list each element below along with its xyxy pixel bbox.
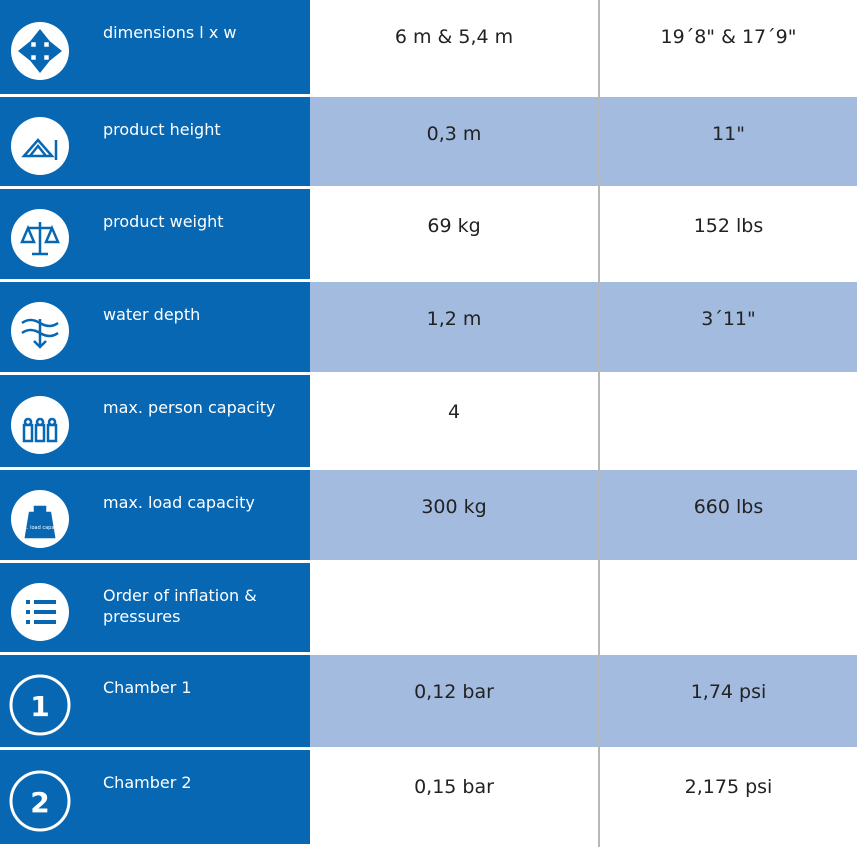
row-label: Order of inflation & pressures — [103, 586, 257, 626]
table-row: product weight 69 kg 152 lbs — [0, 189, 857, 282]
value-cell: 300 kg — [421, 496, 487, 518]
label-cell: Max. load capacity max. load capacity — [0, 470, 310, 560]
value-cell: 69 kg — [427, 215, 481, 237]
icon-glyph — [17, 28, 63, 74]
table-row: Order of inflation & pressures — [0, 563, 857, 655]
row-label: water depth — [103, 305, 201, 324]
row-shade — [310, 97, 857, 186]
column-divider — [598, 282, 600, 375]
table-row: 2 Chamber 2 0,15 bar 2,175 psi — [0, 750, 857, 847]
value-cell: 2,175 psi — [684, 776, 773, 798]
icon-circle — [9, 770, 71, 832]
column-divider — [598, 375, 600, 470]
value-cell: 1,2 m — [426, 308, 482, 330]
label-cell: 2 Chamber 2 — [0, 750, 310, 844]
value-cell: 11" — [712, 123, 745, 145]
row-label: product weight — [103, 212, 224, 231]
value-cell: 0,3 m — [426, 123, 482, 145]
table-row: Max. load capacity max. load capacity 300 … — [0, 470, 857, 563]
row-icon — [11, 117, 69, 175]
label-cell: 1 Chamber 1 — [0, 655, 310, 747]
column-divider — [598, 0, 600, 97]
row-icon: 2 — [9, 770, 71, 832]
column-divider — [598, 97, 600, 189]
column-divider — [598, 470, 600, 563]
table-row: 1 Chamber 1 0,12 bar 1,74 psi — [0, 655, 857, 750]
value-cell: 152 lbs — [693, 215, 764, 237]
column-divider — [598, 655, 600, 750]
value-cell: 19´8" & 17´9" — [660, 26, 797, 48]
icon-glyph — [21, 138, 58, 160]
label-cell: product height — [0, 97, 310, 186]
row-icon — [11, 583, 69, 641]
row-shade — [310, 470, 857, 560]
row-label: max. load capacity — [103, 493, 255, 512]
icon-circle — [9, 674, 71, 736]
row-label: max. person capacity — [103, 398, 276, 417]
table-row: product height 0,3 m 11" — [0, 97, 857, 189]
row-icon — [11, 396, 69, 454]
label-cell: dimensions l x w — [0, 0, 310, 94]
row-icon — [11, 22, 69, 80]
icon-glyph — [26, 600, 56, 624]
table-row: dimensions l x w 6 m & 5,4 m 19´8" & 17´9" — [0, 0, 857, 97]
table-row: max. person capacity 4 — [0, 375, 857, 470]
icon-text: 2 — [30, 786, 49, 819]
value-cell: 0,12 bar — [414, 681, 494, 703]
value-cell: 1,74 psi — [690, 681, 767, 703]
icon-circle — [11, 117, 69, 175]
row-shade — [310, 655, 857, 747]
row-label: dimensions l x w — [103, 23, 237, 42]
row-label: Chamber 2 — [103, 773, 192, 792]
row-icon: 1 — [9, 674, 71, 736]
column-divider — [598, 563, 600, 655]
icon-glyph — [21, 318, 59, 349]
icon-text: Max. load capacity — [17, 525, 64, 531]
row-icon — [11, 209, 69, 267]
icon-glyph — [22, 417, 58, 443]
value-cell: 3´11" — [701, 308, 756, 330]
icon-glyph — [20, 222, 60, 256]
row-icon: Max. load capacity — [11, 490, 69, 548]
table-row: water depth 1,2 m 3´11" — [0, 282, 857, 375]
row-label: Chamber 1 — [103, 678, 192, 697]
value-cell: 0,15 bar — [414, 776, 494, 798]
label-cell: product weight — [0, 189, 310, 279]
row-icon — [11, 302, 69, 360]
value-cell: 4 — [447, 401, 461, 423]
column-divider — [598, 750, 600, 847]
column-divider — [598, 189, 600, 282]
icon-glyph — [24, 505, 56, 539]
label-cell: max. person capacity — [0, 375, 310, 467]
label-cell: Order of inflation & pressures — [0, 563, 310, 652]
label-cell: water depth — [0, 282, 310, 372]
row-shade — [310, 282, 857, 372]
value-cell: 6 m & 5,4 m — [394, 26, 514, 48]
icon-text: 1 — [30, 690, 49, 723]
value-cell: 660 lbs — [693, 496, 764, 518]
row-label: product height — [103, 120, 221, 139]
